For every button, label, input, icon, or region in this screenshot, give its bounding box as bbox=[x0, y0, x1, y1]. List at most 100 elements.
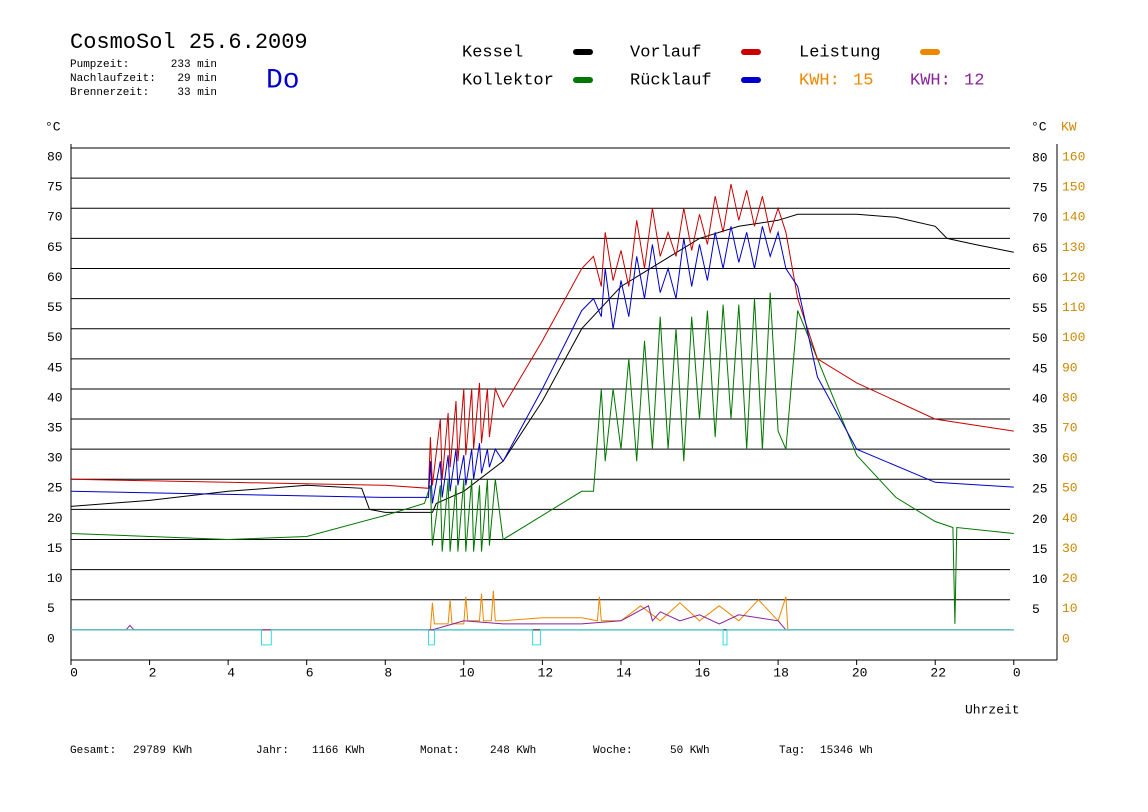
x-tick-label: 16 bbox=[695, 665, 711, 680]
info-label: Nachlaufzeit: bbox=[70, 73, 156, 85]
footer-label: Gesamt: bbox=[70, 745, 116, 757]
y2-axis-label: KW bbox=[1061, 119, 1077, 134]
y-tick-label-right: 15 bbox=[1032, 542, 1048, 557]
series-line bbox=[71, 629, 1014, 646]
legend-label: Rücklauf bbox=[630, 71, 712, 90]
legend-label: Leistung bbox=[799, 43, 881, 62]
footer-value: 15346 Wh bbox=[820, 745, 873, 757]
y2-tick-label: 140 bbox=[1062, 210, 1085, 225]
y-tick-label-right: 30 bbox=[1032, 452, 1048, 467]
info-label: Brennerzeit: bbox=[70, 87, 149, 99]
y-tick-label: 35 bbox=[47, 420, 63, 435]
x-tick-label: 0 bbox=[70, 665, 78, 680]
y-tick-label-right: 80 bbox=[1032, 150, 1048, 165]
y2-tick-label: 60 bbox=[1062, 451, 1078, 466]
info-value: 29 min bbox=[177, 73, 217, 85]
kwh-label: KWH: bbox=[799, 71, 840, 90]
footer-value: 248 KWh bbox=[490, 745, 536, 757]
y2-tick-label: 120 bbox=[1062, 270, 1085, 285]
legend-label: Kollektor bbox=[462, 71, 554, 90]
legend-label: Vorlauf bbox=[630, 43, 701, 62]
series-line bbox=[70, 292, 1014, 624]
y-tick-label: 40 bbox=[47, 390, 63, 405]
footer-label: Jahr: bbox=[256, 745, 289, 757]
y-tick-label-right: 35 bbox=[1032, 421, 1048, 436]
x-tick-label: 0 bbox=[1013, 665, 1021, 680]
footer-label: Monat: bbox=[420, 745, 460, 757]
footer-label: Woche: bbox=[593, 745, 633, 757]
y2-tick-label: 130 bbox=[1062, 240, 1085, 255]
y2-tick-label: 100 bbox=[1062, 330, 1085, 345]
y-tick-label: 55 bbox=[47, 300, 63, 315]
x-tick-label: 18 bbox=[773, 665, 789, 680]
y2-tick-label: 50 bbox=[1062, 481, 1078, 496]
info-value: 233 min bbox=[171, 59, 217, 71]
y2-tick-label: 30 bbox=[1062, 541, 1078, 556]
y-tick-label-right: 5 bbox=[1032, 602, 1040, 617]
y2-tick-label: 40 bbox=[1062, 511, 1078, 526]
y-tick-label: 0 bbox=[47, 631, 55, 646]
y-tick-label: 60 bbox=[47, 270, 63, 285]
legend-label: Kessel bbox=[462, 43, 523, 62]
y-axis-label: °C bbox=[45, 119, 61, 134]
y-axis-label-right: °C bbox=[1031, 119, 1047, 134]
y-tick-label-right: 70 bbox=[1032, 211, 1048, 226]
y-tick-label: 70 bbox=[47, 210, 63, 225]
y-tick-label: 80 bbox=[47, 149, 63, 164]
footer-value: 50 KWh bbox=[670, 745, 710, 757]
y-tick-label: 50 bbox=[47, 330, 63, 345]
y-tick-label-right: 10 bbox=[1032, 572, 1048, 587]
y-tick-label: 25 bbox=[47, 481, 63, 496]
footer-label: Tag: bbox=[779, 745, 805, 757]
footer-value: 1166 KWh bbox=[312, 745, 365, 757]
x-tick-label: 10 bbox=[459, 665, 475, 680]
footer-value: 29789 KWh bbox=[133, 745, 192, 757]
y-tick-label-right: 60 bbox=[1032, 271, 1048, 286]
chart-title: CosmoSol 25.6.2009 bbox=[70, 30, 308, 55]
y-tick-label: 30 bbox=[47, 451, 63, 466]
y-tick-label: 15 bbox=[47, 541, 63, 556]
x-tick-label: 6 bbox=[306, 665, 314, 680]
y2-tick-label: 10 bbox=[1062, 601, 1078, 616]
y2-tick-label: 160 bbox=[1062, 149, 1085, 164]
kwh-value: 15 bbox=[853, 71, 873, 90]
kwh-label: KWH: bbox=[910, 71, 951, 90]
y-tick-label-right: 65 bbox=[1032, 241, 1048, 256]
x-tick-label: 22 bbox=[930, 665, 946, 680]
y-tick-label: 5 bbox=[47, 601, 55, 616]
y2-tick-label: 150 bbox=[1062, 180, 1085, 195]
x-tick-label: 8 bbox=[384, 665, 392, 680]
y2-tick-label: 110 bbox=[1062, 300, 1085, 315]
series-line bbox=[71, 590, 1014, 631]
series-line bbox=[70, 213, 1014, 513]
x-tick-label: 2 bbox=[149, 665, 157, 680]
x-tick-label: 4 bbox=[227, 665, 235, 680]
x-axis-label: Uhrzeit bbox=[965, 702, 1020, 717]
y-tick-label-right: 40 bbox=[1032, 391, 1048, 406]
y2-tick-label: 90 bbox=[1062, 360, 1078, 375]
series-line bbox=[70, 226, 1014, 504]
kwh-value: 12 bbox=[964, 71, 984, 90]
info-label: Pumpzeit: bbox=[70, 59, 129, 71]
x-tick-label: 14 bbox=[616, 665, 632, 680]
y-tick-label: 10 bbox=[47, 571, 63, 586]
y-tick-label-right: 55 bbox=[1032, 301, 1048, 316]
y-tick-label: 20 bbox=[47, 511, 63, 526]
series-line bbox=[70, 183, 1014, 489]
y-tick-label-right: 75 bbox=[1032, 181, 1048, 196]
y-tick-label-right: 25 bbox=[1032, 482, 1048, 497]
y2-tick-label: 70 bbox=[1062, 420, 1078, 435]
y-tick-label-right: 50 bbox=[1032, 331, 1048, 346]
y-tick-label-right: 20 bbox=[1032, 512, 1048, 527]
y2-tick-label: 20 bbox=[1062, 571, 1078, 586]
y2-tick-label: 0 bbox=[1062, 631, 1070, 646]
x-tick-label: 12 bbox=[538, 665, 554, 680]
day: Do bbox=[266, 65, 300, 96]
x-tick-label: 20 bbox=[852, 665, 868, 680]
y-tick-label: 75 bbox=[47, 180, 63, 195]
y-tick-label: 65 bbox=[47, 240, 63, 255]
y-tick-label: 45 bbox=[47, 360, 63, 375]
y-tick-label-right: 45 bbox=[1032, 361, 1048, 376]
info-value: 33 min bbox=[177, 87, 217, 99]
